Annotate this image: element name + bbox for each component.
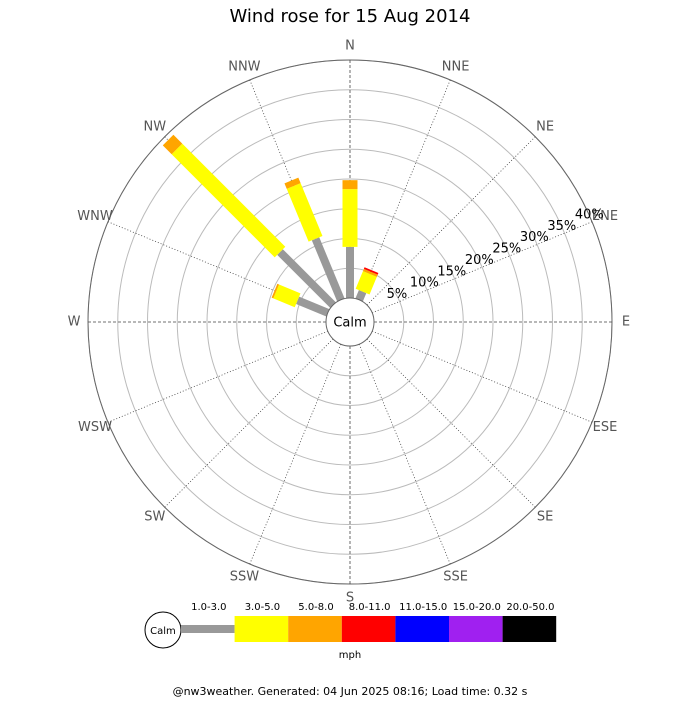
ring bbox=[176, 148, 524, 496]
legend-swatch bbox=[395, 616, 449, 642]
legend-swatch bbox=[181, 625, 235, 633]
bar-segment bbox=[362, 268, 378, 277]
ring bbox=[117, 89, 583, 555]
bar-segment bbox=[277, 249, 336, 308]
calm-circle bbox=[325, 297, 375, 347]
bar-segment bbox=[355, 290, 367, 302]
bar-segment bbox=[162, 134, 183, 155]
footer: @nw3weather. Generated: 04 Jun 2025 08:1… bbox=[173, 685, 528, 698]
direction-label: N bbox=[345, 39, 355, 54]
direction-label: W bbox=[68, 315, 81, 330]
direction-label: SE bbox=[537, 510, 553, 525]
bar-segment bbox=[311, 237, 345, 302]
direction-label: SSW bbox=[230, 569, 260, 584]
chart-title: Wind rose for 15 Aug 2014 bbox=[230, 6, 471, 27]
direction-label: SW bbox=[144, 510, 165, 525]
legend-swatch bbox=[234, 616, 289, 642]
direction-label: SSE bbox=[443, 569, 468, 584]
direction-line bbox=[358, 79, 451, 300]
legend-label: 1.0-3.0 bbox=[191, 602, 226, 613]
bar-segment bbox=[273, 284, 301, 308]
direction-label: NE bbox=[536, 119, 554, 134]
direction-label: ESE bbox=[593, 420, 618, 435]
ring-label: 15% bbox=[437, 264, 466, 279]
direction-line bbox=[249, 344, 342, 565]
direction-label: S bbox=[346, 591, 354, 606]
direction-line bbox=[372, 330, 593, 423]
direction-line bbox=[366, 136, 536, 306]
ring-label: 5% bbox=[387, 287, 408, 302]
direction-label: E bbox=[622, 315, 630, 330]
bar-segment bbox=[271, 283, 280, 299]
legend-label: 15.0-20.0 bbox=[453, 602, 501, 613]
direction-line bbox=[358, 344, 451, 565]
direction-label: WNW bbox=[77, 209, 113, 224]
legend-swatch bbox=[341, 616, 396, 642]
legend-swatch bbox=[449, 616, 503, 642]
ring-label: 25% bbox=[492, 242, 521, 257]
legend-swatch bbox=[288, 616, 342, 642]
bar-segment bbox=[171, 143, 286, 258]
calm-label: Calm bbox=[333, 316, 366, 331]
bar-segment bbox=[296, 296, 330, 317]
bar-segment bbox=[355, 271, 377, 295]
legend-label: 3.0-5.0 bbox=[245, 602, 280, 613]
direction-line bbox=[366, 338, 536, 508]
direction-label: WSW bbox=[78, 420, 112, 435]
direction-label: NNE bbox=[442, 60, 470, 75]
ring-label: 10% bbox=[410, 276, 439, 291]
ring bbox=[206, 178, 494, 466]
legend-unit: mph bbox=[339, 650, 361, 661]
legend-label: 8.0-11.0 bbox=[349, 602, 391, 613]
direction-label: ENE bbox=[592, 209, 618, 224]
legend-swatch bbox=[502, 616, 557, 642]
direction-line bbox=[107, 330, 328, 423]
ring bbox=[147, 119, 553, 525]
ring-label: 40% bbox=[575, 207, 604, 222]
legend-label: 5.0-8.0 bbox=[298, 602, 333, 613]
direction-line bbox=[164, 338, 334, 508]
direction-label: NW bbox=[144, 119, 167, 134]
direction-line bbox=[372, 221, 593, 314]
bar-segment bbox=[363, 267, 379, 275]
ring-label: 20% bbox=[465, 253, 494, 268]
bar-segment bbox=[286, 183, 323, 242]
bar-segment bbox=[284, 177, 301, 189]
legend-label: 11.0-15.0 bbox=[399, 602, 447, 613]
legend-label: 20.0-50.0 bbox=[506, 602, 554, 613]
direction-label: NNW bbox=[228, 60, 260, 75]
legend-calm-label: Calm bbox=[150, 626, 176, 637]
ring-label: 35% bbox=[547, 219, 576, 234]
ring-label: 30% bbox=[520, 230, 549, 245]
